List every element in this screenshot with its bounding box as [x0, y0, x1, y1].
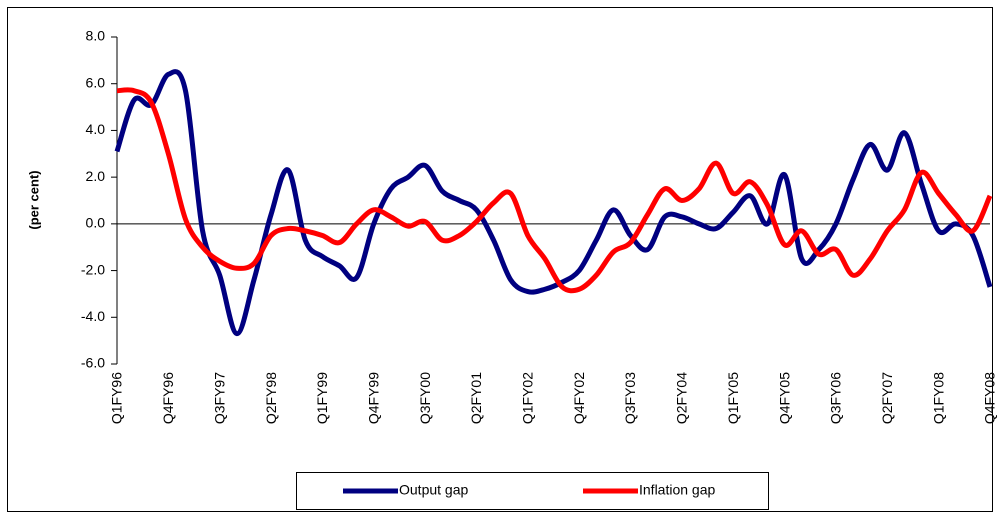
- x-tick-label: Q2FY04: [674, 372, 690, 424]
- x-tick-label: Q2FY07: [879, 372, 895, 424]
- x-tick-label: Q4FY99: [365, 372, 381, 424]
- y-tick-label: 4.0: [86, 121, 106, 137]
- x-tick-label: Q3FY97: [211, 372, 227, 424]
- legend-label: Output gap: [399, 482, 468, 498]
- y-tick-label: 0.0: [86, 215, 106, 231]
- y-tick-label: -4.0: [81, 308, 105, 324]
- x-tick-label: Q4FY08: [982, 372, 998, 424]
- x-tick-label: Q3FY06: [828, 372, 844, 424]
- x-tick-label: Q2FY98: [263, 372, 279, 424]
- x-tick-label: Q1FY96: [109, 372, 125, 424]
- x-tick-label: Q4FY96: [160, 372, 176, 424]
- data-line: [116, 87, 993, 294]
- x-tick-label: Q4FY02: [571, 372, 587, 424]
- x-tick-label: Q3FY03: [622, 372, 638, 424]
- x-tick-label: Q1FY05: [725, 372, 741, 424]
- y-tick-label: -2.0: [81, 261, 105, 277]
- x-tick-label: Q1FY08: [930, 372, 946, 424]
- legend-label: Inflation gap: [639, 482, 715, 498]
- y-tick-label: -6.0: [81, 355, 105, 371]
- y-tick-label: 2.0: [86, 168, 106, 184]
- y-axis-title: (per cent): [26, 170, 41, 229]
- data-line: [114, 69, 993, 337]
- y-tick-label: 8.0: [86, 28, 106, 44]
- x-tick-label: Q3FY00: [417, 372, 433, 424]
- x-tick-label: Q1FY02: [520, 372, 536, 424]
- x-tick-label: Q1FY99: [314, 372, 330, 424]
- x-tick-label: Q2FY01: [468, 372, 484, 424]
- y-tick-label: 6.0: [86, 74, 106, 90]
- x-tick-label: Q4FY05: [776, 372, 792, 424]
